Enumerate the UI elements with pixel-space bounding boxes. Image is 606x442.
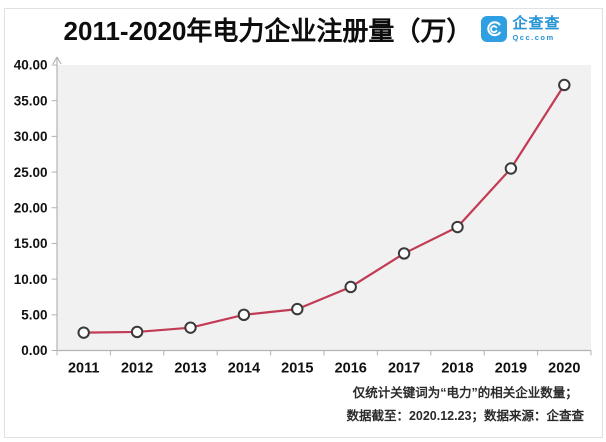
qcc-logo-text: 企查查 Qcc.com [512,16,560,42]
data-point [237,308,251,322]
y-axis-arrow [52,56,62,65]
data-point [397,247,411,260]
chart-area: 0.00 5.00 10.00 15.00 20.00 25.00 30.00 35.00 40… [0,50,606,390]
qcc-logo-icon [481,16,508,42]
footer-note-line2: 数据截至：2020.12.23；数据来源：企查查 [346,409,584,423]
y-axis-label: 5.00 [21,308,47,323]
y-axis-label: 15.00 [14,236,48,251]
x-axis-label: 2020 [548,361,580,377]
data-point [77,326,90,339]
chart-title: 2011-2020年电力企业注册量（万） [63,15,473,46]
data-point [451,220,464,234]
spiral-c-icon [487,21,502,37]
y-axis-label: 35.00 [14,93,48,108]
x-axis-label: 2019 [495,361,527,377]
x-axis-label: 2012 [121,361,153,377]
qcc-logo: 企查查 Qcc.com [481,16,560,42]
x-axis-label: 2018 [441,361,473,377]
qcc-logo-name-en: Qcc.com [512,33,555,43]
y-axis-label: 0.00 [21,343,47,358]
data-point [184,321,197,334]
line-chart-svg: 0.00 5.00 10.00 15.00 20.00 25.00 30.00 35.00 40… [14,56,592,377]
x-axis-label: 2013 [174,361,206,377]
x-axis-label: 2014 [228,361,260,377]
data-point [558,78,571,92]
y-axis-label: 40.00 [14,58,48,73]
data-line [82,83,566,334]
y-axis-label: 30.00 [14,129,48,144]
y-axis-label: 20.00 [14,200,48,215]
data-point [344,280,357,294]
y-axis-label: 10.00 [14,272,48,287]
footer-notes: 仅统计关键词为“电力”的相关企业数量； 数据截至：2020.12.23；数据来源… [346,382,584,428]
data-point [130,325,144,339]
qcc-logo-name-cn: 企查查 [512,15,561,33]
data-point [504,162,518,175]
x-axis-label: 2011 [68,361,99,377]
data-point [291,302,304,316]
y-axis-label: 25.00 [14,165,48,180]
header: 2011-2020年电力企业注册量（万） 企查查 Qcc.com [0,10,606,48]
x-axis-label: 2017 [388,361,420,377]
x-axis-label: 2016 [335,361,367,377]
footer-note-line1: 仅统计关键词为“电力”的相关企业数量； [352,386,578,400]
x-axis-label: 2015 [281,361,313,377]
plot-background [57,65,591,351]
